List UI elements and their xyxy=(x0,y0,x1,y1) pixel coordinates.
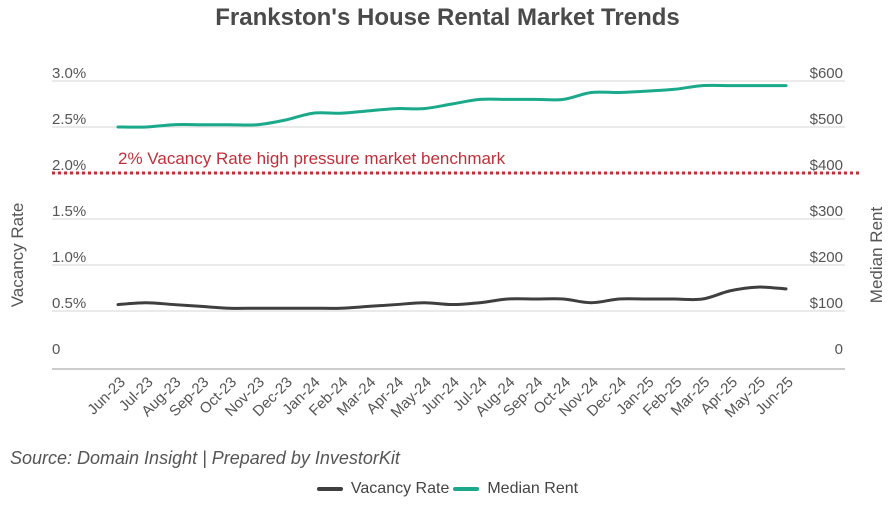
y-left-tick-label: 1.0% xyxy=(52,249,86,266)
y-left-axis-title: Vacancy Rate xyxy=(8,203,27,308)
y-right-tick-label: $200 xyxy=(810,249,843,266)
legend-item-rent: Median Rent xyxy=(453,480,578,498)
y-left-tick-label: 1.5% xyxy=(52,203,86,220)
legend-label-rent: Median Rent xyxy=(487,480,579,497)
vacancy-rate-line xyxy=(116,285,788,310)
y-right-tick-label: $100 xyxy=(810,295,843,312)
y-left-tick-label: 0.5% xyxy=(52,295,86,312)
y-right-tick-label: $400 xyxy=(810,157,843,174)
y-left-tick-label: 0 xyxy=(52,341,60,358)
y-right-tick-label: 0 xyxy=(835,341,843,358)
benchmark-label: 2% Vacancy Rate high pressure market ben… xyxy=(118,149,506,168)
legend: Vacancy Rate Median Rent xyxy=(0,480,895,498)
median-rent-line xyxy=(116,83,788,129)
y-right-tick-label: $600 xyxy=(810,65,843,82)
y-left-tick-label: 3.0% xyxy=(52,65,86,82)
source-note: Source: Domain Insight | Prepared by Inv… xyxy=(10,448,400,468)
legend-swatch-vacancy xyxy=(316,487,343,491)
y-right-tick-label: $300 xyxy=(810,203,843,220)
legend-swatch-rent xyxy=(453,487,480,491)
chart-title: Frankston's House Rental Market Trends xyxy=(215,4,680,31)
y-left-tick-label: 2.5% xyxy=(52,111,86,128)
y-right-axis-title: Median Rent xyxy=(867,207,886,304)
legend-item-vacancy: Vacancy Rate xyxy=(316,480,450,498)
y-left-tick-label: 2.0% xyxy=(52,157,86,174)
y-right-tick-label: $500 xyxy=(810,111,843,128)
legend-label-vacancy: Vacancy Rate xyxy=(350,480,450,497)
